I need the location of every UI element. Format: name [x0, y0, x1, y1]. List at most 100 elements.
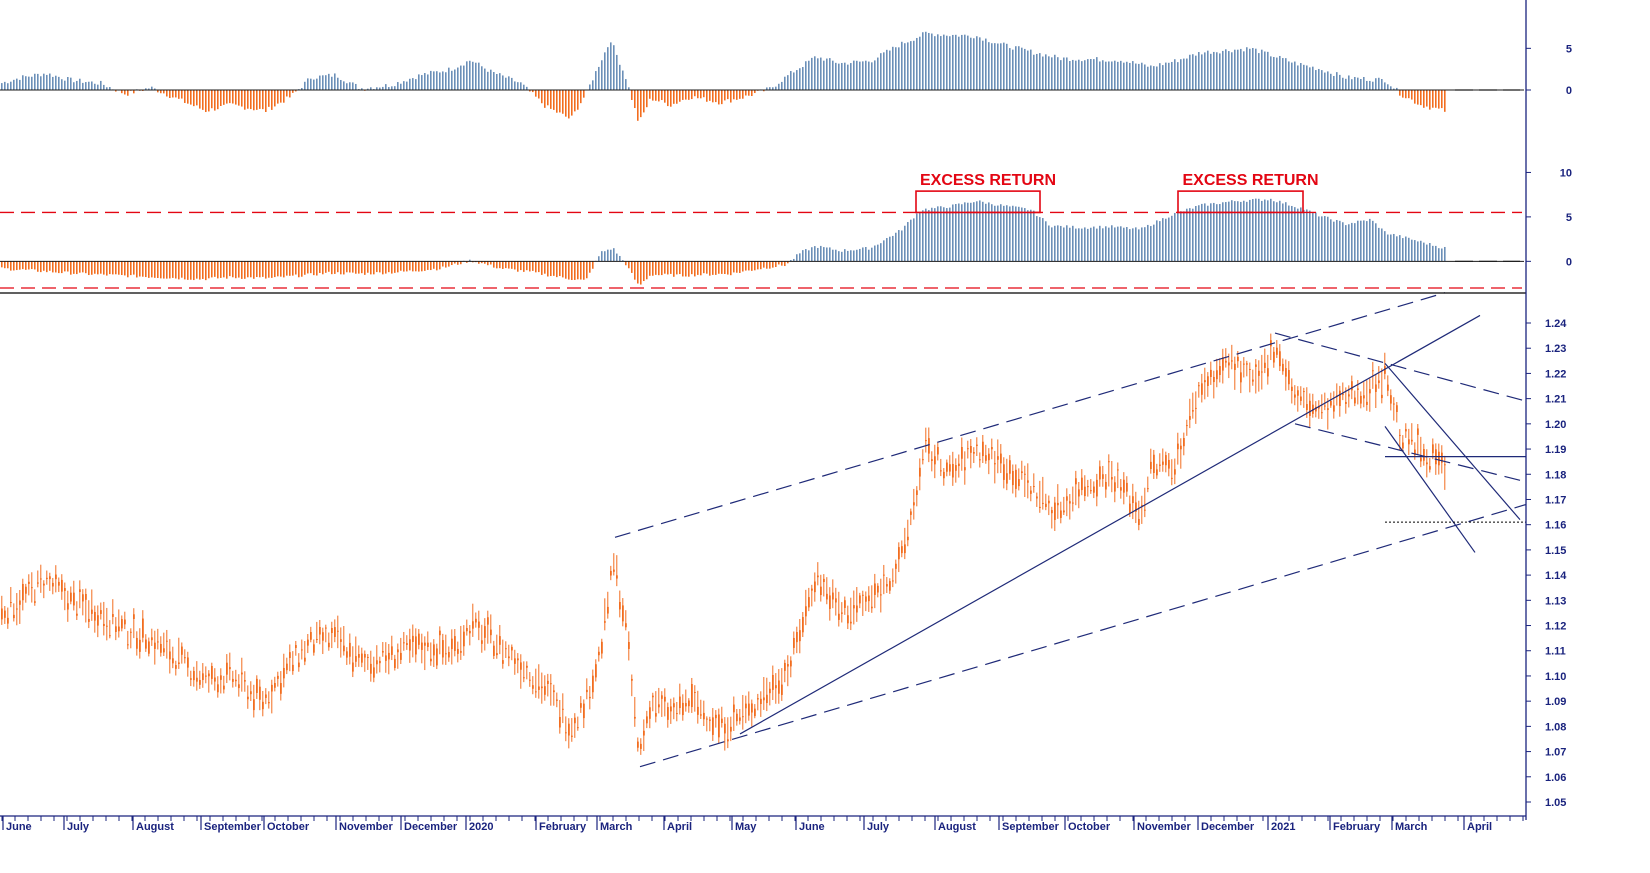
bar: [1117, 61, 1119, 90]
candle-body: [292, 664, 294, 672]
candle-body: [478, 621, 480, 628]
bar: [256, 261, 258, 278]
bar: [1213, 202, 1215, 262]
bar: [289, 261, 291, 276]
bar: [88, 81, 90, 90]
candle-body: [1012, 470, 1014, 486]
bar: [112, 261, 114, 275]
bar: [298, 261, 300, 278]
bar: [1018, 46, 1020, 90]
bar: [124, 90, 126, 95]
bar: [931, 33, 933, 90]
candle-body: [364, 653, 366, 658]
candle-body: [457, 648, 459, 654]
bar: [571, 261, 573, 281]
candle-body: [598, 651, 600, 656]
candle-body: [1192, 410, 1194, 412]
bar: [1423, 242, 1425, 262]
bar: [448, 67, 450, 90]
candle-body: [514, 658, 516, 664]
upper-channel-line: [614, 292, 1446, 538]
candle-body: [667, 707, 669, 720]
candle-body: [301, 649, 303, 651]
bar: [58, 76, 60, 90]
bar: [589, 261, 591, 273]
candle-body: [694, 691, 696, 693]
bar: [1108, 227, 1110, 262]
bar: [1150, 65, 1152, 90]
candle-body: [844, 600, 846, 608]
bar: [277, 261, 279, 277]
bar: [934, 208, 936, 262]
bar: [1270, 56, 1272, 90]
candle-body: [649, 707, 651, 719]
bar: [406, 261, 408, 272]
candle-body: [130, 631, 132, 633]
bar: [1426, 244, 1428, 262]
y-tick-label: 1.14: [1545, 570, 1567, 582]
bar: [1252, 47, 1254, 90]
candle-body: [346, 651, 348, 658]
bar: [1006, 205, 1008, 262]
bar: [568, 90, 570, 119]
bar: [847, 250, 849, 262]
bar: [1132, 61, 1134, 90]
bar: [559, 261, 561, 277]
bar: [736, 90, 738, 100]
bar: [280, 90, 282, 103]
candle-body: [298, 662, 300, 668]
bar: [532, 90, 534, 93]
bar: [622, 70, 624, 90]
candle-body: [1072, 502, 1074, 504]
bar: [166, 90, 168, 97]
candle-body: [76, 613, 78, 616]
candle-body: [424, 642, 426, 646]
bar: [235, 261, 237, 279]
bar: [304, 81, 306, 90]
candle-body: [1252, 379, 1254, 382]
bar: [274, 261, 276, 278]
candle-body: [730, 726, 732, 732]
bar: [1321, 216, 1323, 262]
bar: [574, 90, 576, 112]
bar: [841, 251, 843, 262]
bar: [1261, 49, 1263, 90]
candle-body: [973, 451, 975, 454]
bar: [1429, 243, 1431, 262]
candle-body: [1213, 376, 1215, 383]
bar: [169, 90, 171, 98]
bar: [217, 261, 219, 279]
x-tick-label: March: [1395, 821, 1428, 833]
bar: [1012, 205, 1014, 262]
bar: [811, 247, 813, 262]
bar: [454, 69, 456, 90]
bar: [376, 87, 378, 90]
candle-body: [604, 621, 606, 623]
bar: [181, 90, 183, 99]
bar: [886, 238, 888, 262]
bar: [1444, 246, 1446, 262]
bar: [463, 65, 465, 90]
candle-body: [1363, 395, 1365, 399]
bar: [817, 247, 819, 262]
bar: [487, 71, 489, 90]
candle-body: [1087, 486, 1089, 488]
bar: [814, 246, 816, 262]
candle-body: [487, 617, 489, 625]
bar: [1294, 61, 1296, 90]
bar: [820, 57, 822, 90]
bar: [61, 79, 63, 90]
candle-body: [100, 610, 102, 614]
candle-body: [1099, 466, 1101, 480]
bar: [598, 66, 600, 90]
bar: [529, 261, 531, 272]
y-tick-label: 1.20: [1545, 419, 1566, 431]
candle-body: [928, 438, 930, 454]
bar: [1276, 57, 1278, 90]
bar: [544, 90, 546, 108]
bar: [76, 261, 78, 275]
bar: [958, 36, 960, 90]
candle-body: [55, 574, 57, 580]
bar: [103, 84, 105, 90]
candle-body: [1411, 439, 1413, 442]
